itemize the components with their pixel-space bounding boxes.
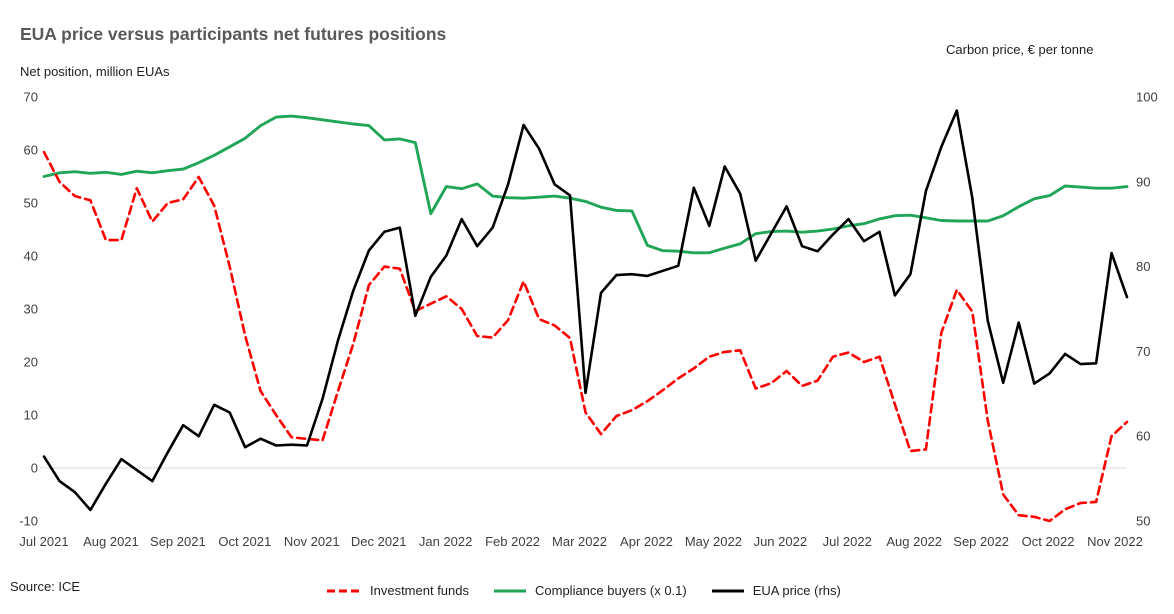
svg-text:0: 0 xyxy=(31,461,38,476)
svg-text:60: 60 xyxy=(24,143,38,158)
legend-label: Investment funds xyxy=(370,583,469,598)
svg-text:50: 50 xyxy=(1136,514,1150,529)
svg-text:Dec 2021: Dec 2021 xyxy=(351,534,407,549)
svg-text:40: 40 xyxy=(24,249,38,264)
svg-text:Nov 2022: Nov 2022 xyxy=(1087,534,1143,549)
svg-text:70: 70 xyxy=(1136,344,1150,359)
svg-text:60: 60 xyxy=(1136,429,1150,444)
legend-item-investment-funds: Investment funds xyxy=(326,583,469,598)
svg-text:Mar 2022: Mar 2022 xyxy=(552,534,607,549)
svg-text:90: 90 xyxy=(1136,174,1150,189)
source-note: Source: ICE xyxy=(10,579,81,594)
svg-text:Oct 2022: Oct 2022 xyxy=(1022,534,1075,549)
svg-text:100: 100 xyxy=(1136,90,1158,105)
svg-text:80: 80 xyxy=(1136,259,1150,274)
svg-text:May 2022: May 2022 xyxy=(685,534,742,549)
right-axis-title: Carbon price, € per tonne xyxy=(946,42,1094,57)
svg-text:Nov 2021: Nov 2021 xyxy=(284,534,340,549)
svg-text:Aug 2021: Aug 2021 xyxy=(83,534,139,549)
svg-text:Sep 2021: Sep 2021 xyxy=(150,534,206,549)
chart-legend: Investment funds Compliance buyers (x 0.… xyxy=(326,583,841,598)
svg-text:70: 70 xyxy=(24,90,38,105)
svg-text:Jul 2021: Jul 2021 xyxy=(19,534,68,549)
svg-text:50: 50 xyxy=(24,196,38,211)
legend-label: EUA price (rhs) xyxy=(752,583,841,598)
svg-text:Aug 2022: Aug 2022 xyxy=(886,534,942,549)
svg-text:Jan 2022: Jan 2022 xyxy=(419,534,473,549)
left-axis-title: Net position, million EUAs xyxy=(20,64,170,79)
legend-item-eua-price: EUA price (rhs) xyxy=(711,583,841,598)
svg-text:Apr 2022: Apr 2022 xyxy=(620,534,673,549)
svg-text:Jul 2022: Jul 2022 xyxy=(823,534,872,549)
svg-text:Feb 2022: Feb 2022 xyxy=(485,534,540,549)
green-line-icon xyxy=(494,589,526,592)
svg-text:30: 30 xyxy=(24,302,38,317)
svg-text:20: 20 xyxy=(24,355,38,370)
legend-item-compliance-buyers: Compliance buyers (x 0.1) xyxy=(493,583,687,598)
svg-text:Jun 2022: Jun 2022 xyxy=(754,534,808,549)
black-line-icon xyxy=(711,589,744,592)
legend-label: Compliance buyers (x 0.1) xyxy=(535,583,687,598)
svg-text:-10: -10 xyxy=(19,514,38,529)
svg-text:Sep 2022: Sep 2022 xyxy=(953,534,1009,549)
svg-text:10: 10 xyxy=(24,408,38,423)
red-dashed-line-icon xyxy=(327,589,361,592)
svg-text:Oct 2021: Oct 2021 xyxy=(218,534,271,549)
page-title: EUA price versus participants net future… xyxy=(20,24,447,44)
